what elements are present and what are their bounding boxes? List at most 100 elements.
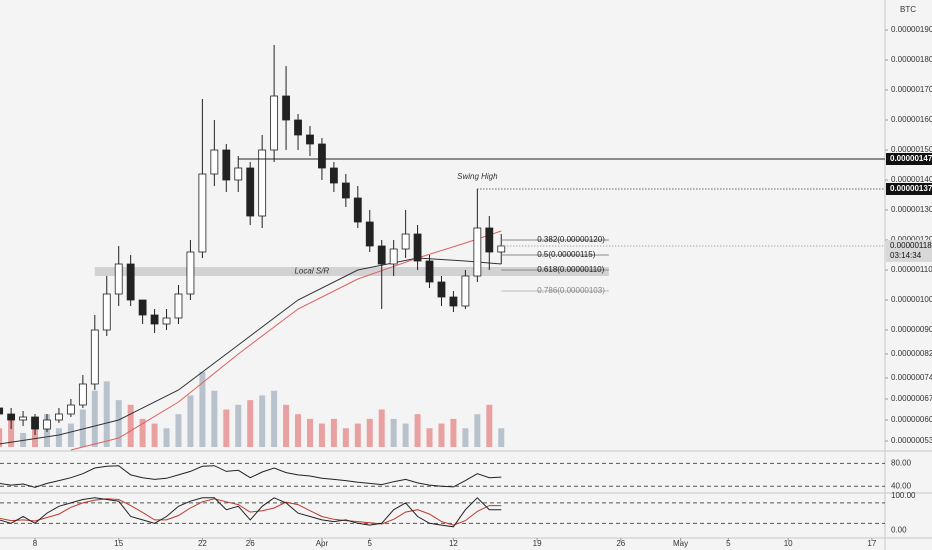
candle-body [198, 173, 207, 253]
x-tick-label: 12 [449, 539, 458, 548]
candle-body [318, 143, 326, 169]
x-tick-label: 26 [246, 539, 255, 548]
volume-bar [32, 423, 39, 447]
candle-body [0, 407, 4, 415]
candle-body [377, 245, 386, 265]
candle-body [294, 119, 302, 136]
stoch-line [0, 497, 502, 528]
candle-body [246, 167, 255, 217]
price-label: 0.00000137 [890, 184, 932, 193]
volume-bar [187, 395, 194, 447]
price-label-box [886, 183, 932, 195]
price-label-box [886, 153, 932, 165]
candle-body [389, 248, 398, 265]
candle-body [126, 263, 135, 301]
candle-body [234, 167, 243, 181]
fib-label: 0.5(0.00000115) [537, 250, 595, 259]
sr-label: Local S/R [294, 267, 329, 276]
annotation: Swing High [457, 172, 498, 181]
y-tick-label: 0.00000130 [891, 205, 932, 214]
volume-bar [283, 404, 290, 447]
volume-bar [295, 414, 302, 447]
volume-bar [0, 428, 3, 447]
y-tick-label: 0.00000180 [891, 55, 932, 64]
y-tick-label: 0.00 [891, 525, 907, 534]
volume-bar [414, 414, 421, 447]
volume-bar [462, 428, 469, 447]
candle-body [43, 419, 51, 430]
candle-body [473, 227, 482, 277]
fib-label: 0.618(0.00000110) [537, 265, 604, 274]
y-tick-label: 0.00000074 [891, 373, 932, 382]
candle-body [401, 233, 410, 250]
volume-bar [498, 428, 505, 447]
volume-bar [330, 418, 337, 447]
x-tick-label: 19 [533, 539, 542, 548]
volume-bar [366, 418, 373, 447]
candle-body [437, 281, 446, 298]
candle-body [7, 413, 16, 421]
moving-average [0, 257, 502, 445]
volume-bar [115, 400, 122, 447]
candle-body [353, 197, 362, 223]
candle-body [485, 227, 494, 253]
y-tick-label: 0.00000140 [891, 175, 932, 184]
volume-bar [271, 390, 278, 447]
volume-bar [450, 418, 457, 447]
volume-bar [151, 423, 158, 447]
volume-bar [426, 428, 433, 447]
volume-bar [378, 409, 385, 447]
volume-bar [354, 423, 361, 447]
sr-zone [94, 267, 609, 276]
x-tick-label: Apr [316, 539, 329, 548]
x-tick-label: 26 [616, 539, 625, 548]
candle-body [341, 182, 350, 199]
y-tick-label: 80.00 [891, 459, 912, 468]
candle-body [222, 149, 231, 181]
candle-body [329, 167, 338, 184]
candle-body [186, 251, 195, 295]
volume-bar [247, 400, 254, 447]
y-tick-label: 0.00000082 [891, 349, 932, 358]
volume-bar [223, 409, 230, 447]
y-tick-label: 0.00000067 [891, 394, 932, 403]
candle-body [497, 245, 506, 253]
y-tick-label: 0.00000160 [891, 115, 932, 124]
volume-bar [139, 418, 146, 447]
y-tick-label: 0.00000110 [891, 265, 932, 274]
volume-bar [127, 404, 134, 447]
candle-body [306, 134, 314, 145]
fib-label: 0.382(0.00000120) [537, 235, 605, 244]
candle-body [413, 233, 422, 262]
current-price-box [886, 240, 932, 262]
moving-average [70, 230, 502, 451]
y-tick-label: 0.00000170 [891, 85, 932, 94]
volume-bar [259, 395, 266, 447]
volume-bar [486, 404, 493, 447]
countdown: 03:14:34 [890, 251, 922, 260]
x-tick-label: 15 [114, 539, 123, 548]
candle-body [282, 95, 290, 121]
candle-body [150, 314, 159, 325]
y-tick-label: 0.00000120 [891, 235, 932, 244]
candle-body [66, 404, 75, 415]
volume-bar [390, 418, 397, 447]
volume-bar [175, 414, 182, 447]
volume-bar [103, 381, 110, 447]
candle-body [270, 95, 279, 151]
candle-body [78, 383, 87, 406]
volume-bar [474, 414, 481, 447]
candle-body [138, 299, 147, 316]
volume-bar [199, 372, 206, 447]
x-tick-label: 17 [867, 539, 876, 548]
y-tick-label: 0.00000053 [891, 436, 932, 445]
candle-body [114, 263, 123, 295]
volume-bar [91, 390, 98, 447]
candle-body [174, 293, 183, 319]
volume-bar [79, 409, 86, 447]
candle-body [162, 317, 171, 325]
volume-bar [8, 418, 15, 447]
y-tick-label: 0.00000150 [891, 145, 932, 154]
x-tick-label: 8 [33, 539, 38, 548]
